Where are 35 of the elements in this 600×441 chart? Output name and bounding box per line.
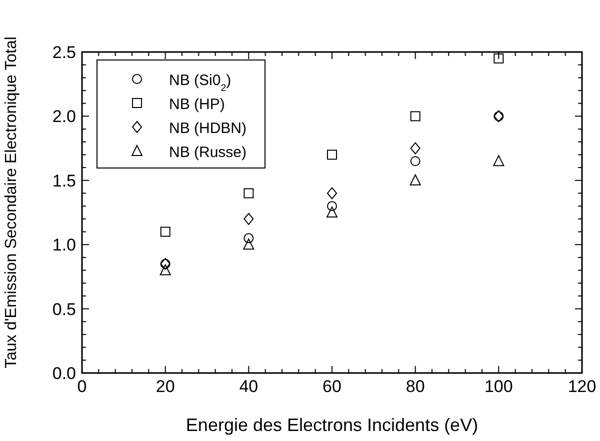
x-tick-label: 80 — [406, 377, 425, 396]
y-tick-label: 0.0 — [52, 364, 76, 383]
point — [244, 233, 254, 244]
point — [244, 188, 254, 198]
x-tick-label: 20 — [156, 377, 175, 396]
point — [494, 53, 504, 64]
y-tick-label: 0.5 — [52, 300, 76, 319]
point — [327, 187, 337, 200]
x-tick-label: 0 — [77, 377, 87, 396]
point — [327, 150, 337, 160]
point — [244, 212, 254, 225]
point — [410, 174, 421, 186]
point — [160, 226, 170, 237]
point — [410, 156, 420, 166]
legend-label: NB (Si0$_{2}$) — [169, 72, 232, 94]
y-tick-label: 2.5 — [52, 43, 76, 62]
y-axis-title: Taux d'Emission Secondaire Electronique Total — [3, 36, 20, 368]
legend-label: NB (HP) — [169, 96, 225, 113]
x-axis-title: Energie des Electrons Incidents (eV) — [186, 415, 478, 435]
x-tick-label: 120 — [568, 377, 596, 396]
x-tick-label: 60 — [322, 377, 342, 396]
legend-label: NB (HDBN) — [169, 120, 246, 137]
y-tick-label: 1.0 — [52, 236, 76, 255]
point — [493, 155, 504, 166]
x-tick-label: 100 — [484, 377, 513, 396]
y-tick-label: 2.0 — [52, 107, 76, 126]
point — [327, 201, 337, 212]
point — [410, 111, 420, 122]
point — [410, 142, 420, 154]
x-tick-label: 40 — [239, 377, 258, 396]
point — [326, 206, 338, 218]
legend-label: NB (Russe) — [169, 144, 247, 161]
point — [160, 264, 171, 276]
point — [243, 238, 254, 250]
y-tick-label: 1.5 — [52, 171, 76, 190]
